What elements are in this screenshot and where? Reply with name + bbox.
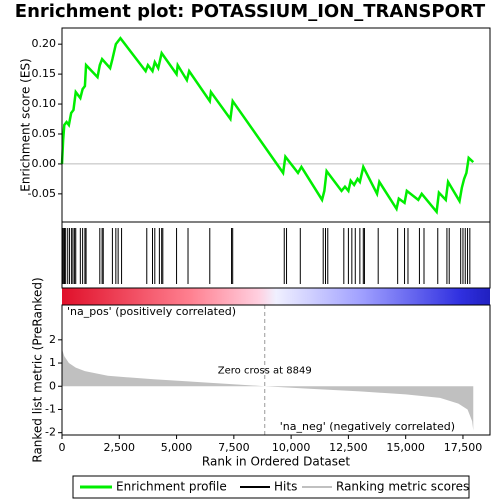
es-line xyxy=(60,36,475,215)
x-tick-label: 12,500 xyxy=(329,441,368,454)
y-tick-label: 0.10 xyxy=(32,97,57,110)
legend-label: Ranking metric scores xyxy=(336,480,469,494)
x-tick-label: 10,000 xyxy=(272,441,311,454)
panel-frame xyxy=(61,304,491,436)
x-tick-label: 15,000 xyxy=(386,441,425,454)
legend xyxy=(72,475,470,499)
x-tick-label: 0 xyxy=(59,441,66,454)
y-tick-label: 0 xyxy=(49,379,56,392)
color-bar xyxy=(62,288,490,305)
y-tick-label: 1 xyxy=(49,356,56,369)
annotation: 'na_neg' (negatively correlated) xyxy=(280,420,455,433)
y-tick-label: -0.05 xyxy=(28,187,56,200)
legend-label: Enrichment profile xyxy=(116,480,227,494)
panel-frame xyxy=(61,27,491,223)
y-axis-label: Ranked list metric (PreRanked) xyxy=(31,277,45,462)
panel-frame xyxy=(61,221,491,289)
y-tick-label: -1 xyxy=(45,402,56,415)
y-tick-label: 0.20 xyxy=(32,37,57,50)
x-tick-label: 5,000 xyxy=(161,441,193,454)
y-tick-label: -2 xyxy=(45,426,56,439)
annotation: 'na_pos' (positively correlated) xyxy=(67,305,236,318)
annotation: Zero cross at 8849 xyxy=(218,365,312,376)
x-tick-label: 7,500 xyxy=(218,441,250,454)
x-tick-label: 17,500 xyxy=(444,441,483,454)
legend-label: Hits xyxy=(274,480,297,494)
chart-title: Enrichment plot: POTASSIUM_ION_TRANSPORT xyxy=(15,1,486,22)
x-tick-label: 2,500 xyxy=(104,441,136,454)
y-tick-label: 2 xyxy=(49,333,56,346)
x-axis-label: Rank in Ordered Dataset xyxy=(202,455,350,469)
y-tick-label: 0.00 xyxy=(32,157,57,170)
y-tick-label: 0.15 xyxy=(32,67,57,80)
metric-area xyxy=(62,349,474,431)
y-tick-label: 0.05 xyxy=(32,127,57,140)
y-axis-label: Enrichment score (ES) xyxy=(19,58,33,191)
